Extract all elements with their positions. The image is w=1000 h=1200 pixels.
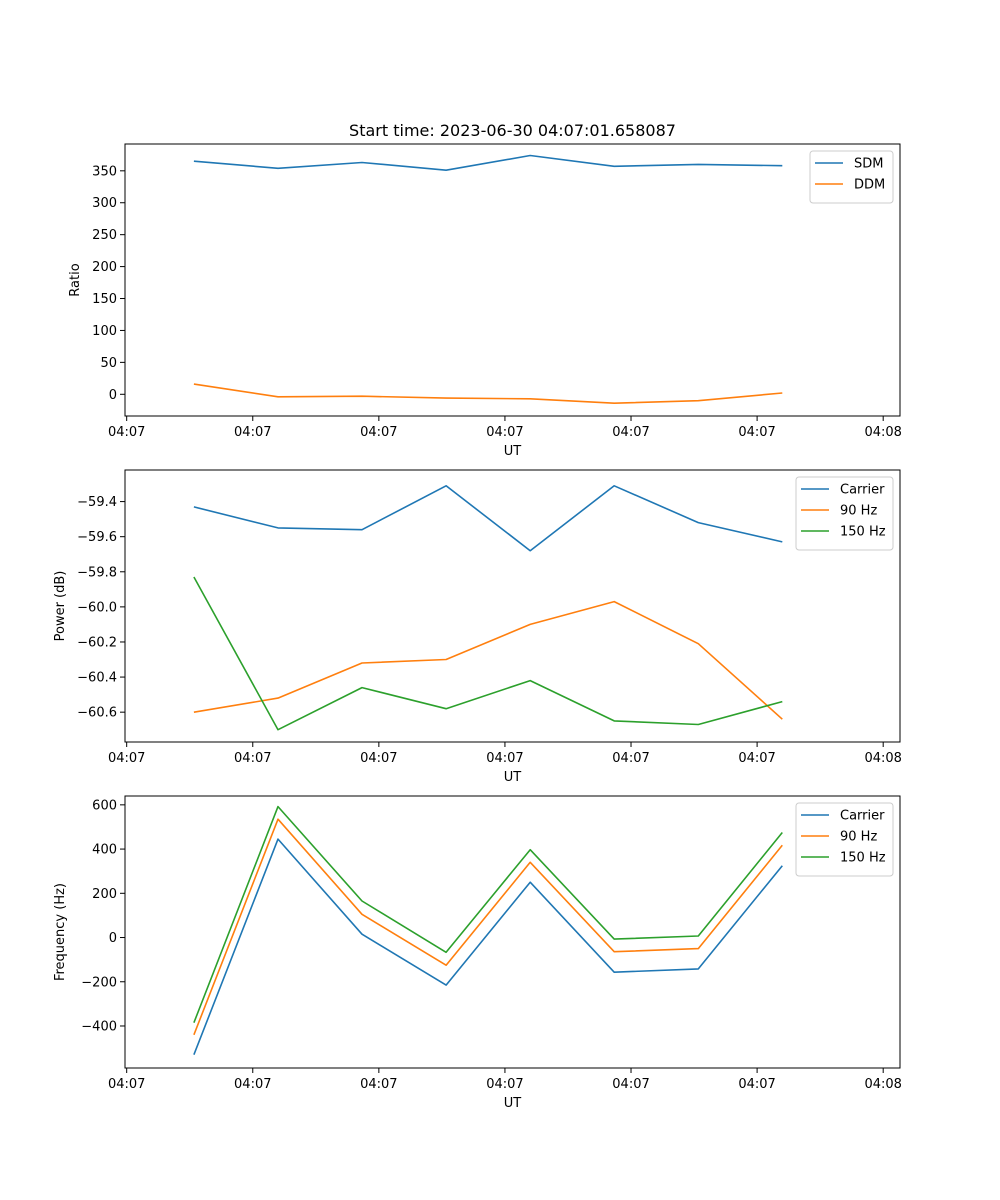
series-line-carrier bbox=[193, 838, 783, 1055]
series-line-carrier bbox=[193, 484, 783, 552]
y-tick-label: −59.8 bbox=[77, 565, 117, 580]
legend: Carrier 90 Hz 150 Hz bbox=[795, 802, 894, 877]
x-tick-label: 04:07 bbox=[360, 751, 397, 766]
legend-label: 90 Hz bbox=[840, 504, 877, 519]
series-line-90-hz bbox=[193, 600, 783, 720]
y-tick-label: 200 bbox=[92, 887, 117, 902]
x-tick-label: 04:07 bbox=[234, 425, 271, 440]
y-axis-label: Power (dB) bbox=[53, 571, 68, 642]
x-tick-label: 04:07 bbox=[234, 1077, 271, 1092]
y-tick-label: 100 bbox=[92, 324, 117, 339]
x-tick-label: 04:07 bbox=[738, 1077, 775, 1092]
x-tick-label: 04:07 bbox=[360, 1077, 397, 1092]
y-tick-label: −60.2 bbox=[77, 635, 117, 650]
x-tick-label: 04:07 bbox=[612, 751, 649, 766]
legend-label: DDM bbox=[854, 178, 885, 193]
x-tick-label: 04:07 bbox=[486, 751, 523, 766]
legend: Carrier 90 Hz 150 Hz bbox=[795, 476, 894, 551]
y-tick-label: −60.4 bbox=[77, 671, 117, 686]
legend-label: 150 Hz bbox=[840, 525, 886, 540]
legend-label: Carrier bbox=[840, 483, 885, 498]
series-line-90-hz bbox=[193, 818, 783, 1036]
panel-frequency: −400 −200 0 200 400 600 04:07 04:07 04:07 04:07 04… bbox=[53, 795, 902, 1111]
x-tick-label: 04:07 bbox=[738, 751, 775, 766]
x-tick-label: 04:07 bbox=[486, 1077, 523, 1092]
x-tick-label: 04:08 bbox=[864, 1077, 901, 1092]
y-tick-label: 250 bbox=[92, 228, 117, 243]
y-tick-label: 0 bbox=[109, 388, 117, 403]
plot-frame bbox=[124, 795, 901, 1069]
y-tick-label: −59.6 bbox=[77, 530, 117, 545]
legend: SDM DDM bbox=[809, 150, 894, 204]
y-tick-label: −60.6 bbox=[77, 706, 117, 721]
y-tick-label: 350 bbox=[92, 164, 117, 179]
figure-title: Start time: 2023-06-30 04:07:01.658087 bbox=[349, 121, 676, 140]
panel-ratio: 0 50 100 150 200 250 300 350 04:07 04:07 04:07 04:0… bbox=[68, 143, 902, 459]
x-tick-label: 04:07 bbox=[738, 425, 775, 440]
legend-label: 150 Hz bbox=[840, 851, 886, 866]
x-tick-label: 04:07 bbox=[108, 1077, 145, 1092]
y-tick-label: 300 bbox=[92, 196, 117, 211]
legend-label: SDM bbox=[854, 157, 883, 172]
x-tick-label: 04:07 bbox=[612, 425, 649, 440]
y-tick-label: −200 bbox=[81, 975, 117, 990]
x-tick-label: 04:08 bbox=[864, 751, 901, 766]
legend-label: Carrier bbox=[840, 809, 885, 824]
y-tick-label: 200 bbox=[92, 260, 117, 275]
x-axis-label: UT bbox=[504, 770, 522, 785]
y-tick-label: 50 bbox=[100, 356, 117, 371]
plot-frame bbox=[124, 143, 901, 417]
x-tick-label: 04:07 bbox=[360, 425, 397, 440]
y-tick-label: 150 bbox=[92, 292, 117, 307]
x-tick-label: 04:08 bbox=[864, 425, 901, 440]
y-axis-label: Ratio bbox=[68, 263, 83, 296]
x-axis-label: UT bbox=[504, 444, 522, 459]
plot-frame bbox=[124, 469, 901, 743]
x-tick-label: 04:07 bbox=[612, 1077, 649, 1092]
y-tick-label: −59.4 bbox=[77, 495, 117, 510]
series-line-ddm bbox=[193, 383, 783, 405]
x-tick-label: 04:07 bbox=[108, 425, 145, 440]
x-axis-label: UT bbox=[504, 1096, 522, 1111]
y-tick-label: −60.0 bbox=[77, 600, 117, 615]
series-line-sdm bbox=[193, 154, 783, 171]
y-tick-label: −400 bbox=[81, 1019, 117, 1034]
legend-label: 90 Hz bbox=[840, 830, 877, 845]
x-tick-label: 04:07 bbox=[234, 751, 271, 766]
series-line-150-hz bbox=[193, 576, 783, 731]
y-tick-label: 600 bbox=[92, 798, 117, 813]
legend-box bbox=[809, 150, 894, 204]
x-tick-label: 04:07 bbox=[486, 425, 523, 440]
x-tick-label: 04:07 bbox=[108, 751, 145, 766]
panel-power: −60.6 −60.4 −60.2 −60.0 −59.8 −59.6 −59.4 04:07… bbox=[53, 469, 902, 785]
y-tick-label: 400 bbox=[92, 843, 117, 858]
y-axis-label: Frequency (Hz) bbox=[53, 883, 68, 981]
y-tick-label: 0 bbox=[109, 931, 117, 946]
series-line-150-hz bbox=[193, 805, 783, 1023]
